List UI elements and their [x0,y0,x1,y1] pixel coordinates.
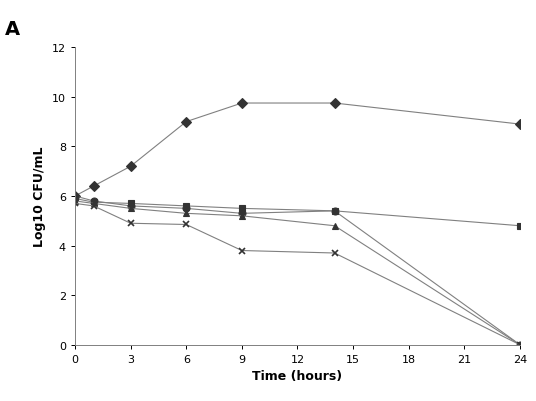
Text: A: A [5,20,20,39]
Y-axis label: Log10 CFU/mL: Log10 CFU/mL [33,146,46,247]
X-axis label: Time (hours): Time (hours) [252,369,343,382]
